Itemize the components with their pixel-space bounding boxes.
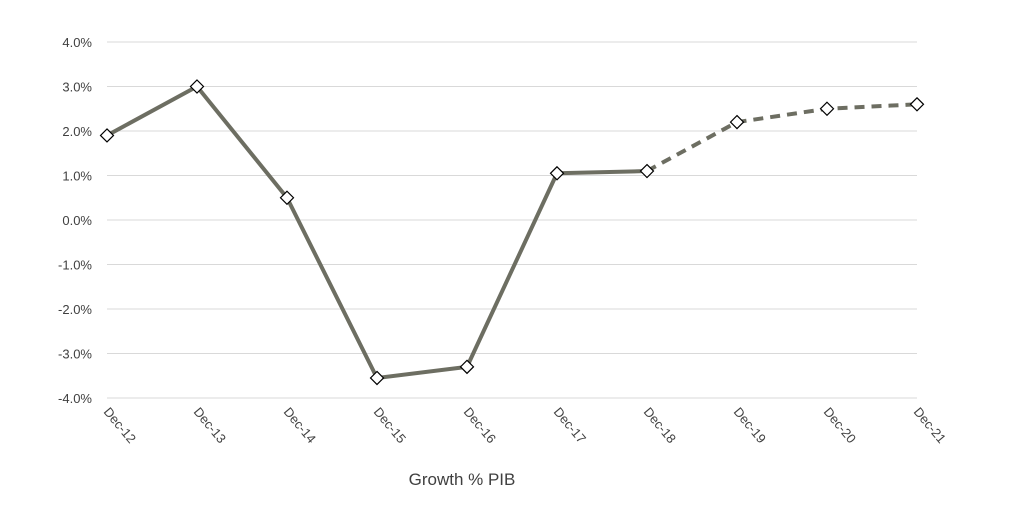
data-point-marker <box>99 128 115 143</box>
series-line-projected <box>646 102 918 173</box>
data-point-marker <box>729 114 745 130</box>
y-tick-label: -3.0% <box>58 347 92 362</box>
y-tick-label: 1.0% <box>62 169 92 184</box>
series-line-actual <box>105 84 649 380</box>
x-axis-title: Growth % PIB <box>409 470 516 489</box>
x-tick-label: Dec-21 <box>911 404 949 446</box>
grid-lines <box>107 41 917 399</box>
data-point-marker <box>369 370 385 386</box>
y-tick-label: -4.0% <box>58 391 92 406</box>
data-point-marker <box>819 101 835 117</box>
series-markers <box>99 79 925 386</box>
y-tick-label: 3.0% <box>62 80 92 95</box>
x-tick-label: Dec-15 <box>371 404 409 446</box>
x-tick-label: Dec-12 <box>101 404 139 446</box>
x-tick-label: Dec-16 <box>461 404 499 446</box>
x-tick-label: Dec-13 <box>191 404 229 446</box>
series-lines <box>105 84 918 380</box>
data-point-marker <box>909 96 925 112</box>
x-tick-label: Dec-17 <box>551 404 589 446</box>
data-point-marker <box>189 79 205 94</box>
y-tick-label: -1.0% <box>58 258 92 273</box>
x-tick-label: Dec-14 <box>281 404 319 446</box>
y-tick-label: 0.0% <box>62 213 92 228</box>
x-tick-label: Dec-20 <box>821 404 859 446</box>
x-axis-tick-labels: Dec-12 Dec-13 Dec-14 Dec-15 Dec-16 Dec-17 Dec-… <box>101 404 949 446</box>
x-tick-label: Dec-19 <box>731 404 769 446</box>
data-point-marker <box>279 190 295 206</box>
data-point-marker <box>639 163 655 179</box>
data-point-marker <box>459 359 475 375</box>
y-tick-label: -2.0% <box>58 302 92 317</box>
y-axis-tick-labels: 4.0% 3.0% 2.0% 1.0% 0.0% -1.0% -2.0% -3.0% -4.0% <box>58 35 92 406</box>
y-tick-label: 4.0% <box>62 35 92 50</box>
data-point-marker <box>549 165 565 181</box>
x-tick-label: Dec-18 <box>641 404 679 446</box>
y-tick-label: 2.0% <box>62 124 92 139</box>
